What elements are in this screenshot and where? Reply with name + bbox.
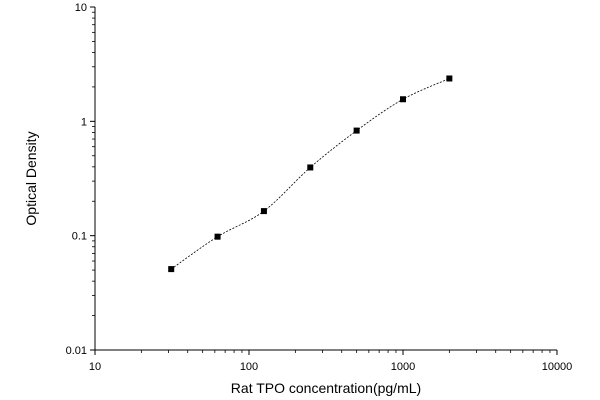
axes	[94, 7, 557, 351]
data-point	[214, 233, 221, 240]
x-axis-title: Rat TPO concentration(pg/mL)	[231, 380, 421, 396]
data-point	[168, 266, 175, 273]
x-ticks: 10 100 1000 10000	[89, 350, 572, 373]
x-tick-label: 1000	[391, 361, 415, 373]
data-point	[353, 127, 360, 134]
fit-curve	[170, 78, 450, 270]
data-points	[168, 75, 453, 273]
y-tick-label: 1	[81, 116, 87, 128]
data-point	[260, 208, 267, 215]
data-point	[307, 164, 314, 171]
y-tick-label: 0.1	[72, 231, 87, 243]
x-tick-label: 100	[240, 361, 258, 373]
y-tick-label: 10	[75, 2, 87, 14]
data-point	[400, 96, 406, 103]
y-ticks: 0.01 0.1 1 10	[66, 2, 95, 357]
x-tick-label: 10000	[542, 361, 573, 373]
data-point	[446, 75, 453, 82]
y-tick-label: 0.01	[66, 345, 87, 357]
x-tick-label: 10	[89, 361, 101, 373]
y-axis-title: Optical Density	[23, 131, 39, 225]
